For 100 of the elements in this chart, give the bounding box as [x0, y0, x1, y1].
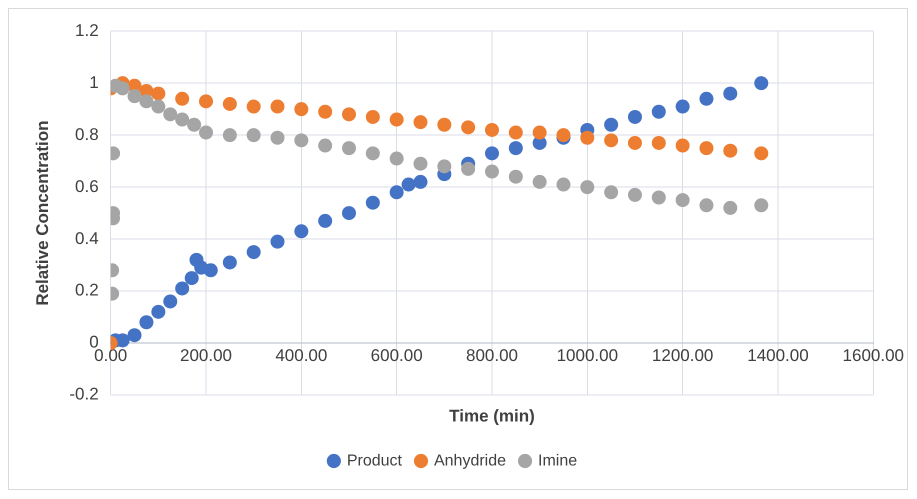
- point: [222, 96, 237, 111]
- point: [151, 304, 166, 319]
- point: [604, 133, 618, 148]
- point: [484, 122, 499, 137]
- point: [163, 107, 178, 122]
- x-tick-label: 1600.00: [842, 346, 904, 365]
- point: [222, 255, 237, 270]
- point: [484, 146, 499, 160]
- point: [723, 144, 738, 158]
- point: [390, 152, 404, 166]
- point: [699, 141, 714, 156]
- y-tick-label: -0.2: [69, 384, 99, 404]
- point: [366, 110, 380, 124]
- point: [175, 112, 190, 127]
- x-tick-label: 1400.00: [747, 346, 809, 365]
- point: [128, 328, 142, 342]
- point: [139, 315, 154, 330]
- x-axis-title: Time (min): [449, 406, 535, 426]
- point: [484, 164, 499, 179]
- point: [318, 138, 332, 153]
- point: [676, 193, 690, 208]
- point: [151, 100, 166, 114]
- point: [116, 81, 130, 96]
- point: [390, 112, 404, 127]
- point: [175, 281, 190, 296]
- point: [652, 136, 666, 150]
- x-tick-label: 800.00: [466, 346, 518, 365]
- x-tick-label: 600.00: [370, 346, 423, 365]
- point: [204, 263, 218, 278]
- point: [437, 159, 452, 174]
- point: [294, 224, 308, 238]
- point: [628, 110, 642, 124]
- point: [580, 130, 594, 145]
- point: [366, 196, 380, 210]
- y-tick-label: 0.8: [75, 124, 99, 144]
- legend-label: Product: [346, 452, 403, 470]
- point: [628, 136, 642, 150]
- point: [532, 126, 547, 140]
- legend-label: Anhydride: [434, 452, 506, 470]
- point: [754, 198, 768, 212]
- point: [246, 245, 261, 260]
- point: [508, 141, 523, 156]
- y-axis-title: Relative Concentration: [32, 120, 52, 306]
- point: [604, 185, 618, 200]
- point: [270, 100, 285, 114]
- point: [676, 138, 690, 153]
- point: [461, 162, 476, 176]
- x-tick-label: 1000.00: [556, 346, 618, 365]
- point: [151, 86, 166, 101]
- point: [342, 141, 356, 156]
- point: [246, 100, 261, 114]
- y-tick-label: 0.2: [75, 280, 99, 300]
- point: [163, 294, 178, 308]
- point: [366, 146, 380, 160]
- point: [270, 130, 285, 145]
- point: [342, 206, 356, 220]
- point: [604, 118, 618, 132]
- point: [723, 200, 738, 215]
- point: [318, 104, 332, 119]
- point: [556, 128, 570, 142]
- y-tick-label: 1.2: [75, 20, 99, 40]
- point: [628, 188, 642, 202]
- x-tick-label: 400.00: [275, 346, 328, 365]
- point: [699, 198, 714, 212]
- legend-label: Imine: [538, 452, 578, 470]
- point: [199, 126, 214, 140]
- point: [723, 86, 738, 101]
- point: [556, 178, 570, 192]
- point: [270, 234, 285, 249]
- y-tick-label: 1: [89, 72, 99, 92]
- point: [222, 128, 237, 142]
- x-tick-label: 1200.00: [652, 346, 714, 365]
- point: [699, 92, 714, 106]
- point: [390, 185, 404, 200]
- point: [294, 102, 308, 116]
- point: [187, 118, 202, 132]
- point: [508, 170, 523, 184]
- point: [508, 126, 523, 140]
- point: [580, 180, 594, 194]
- point: [532, 174, 547, 189]
- point: [175, 92, 190, 106]
- point: [139, 94, 154, 108]
- point: [128, 89, 142, 104]
- point: [199, 94, 214, 108]
- point: [676, 100, 690, 114]
- y-tick-label: 0.4: [75, 228, 99, 248]
- point: [437, 118, 452, 132]
- point: [402, 178, 416, 192]
- point: [342, 107, 356, 122]
- point: [652, 104, 666, 119]
- point: [413, 156, 428, 171]
- point: [754, 76, 768, 90]
- point: [184, 271, 199, 286]
- x-tick-label: 200.00: [180, 346, 232, 365]
- point: [413, 115, 428, 130]
- y-tick-label: 0.6: [75, 176, 99, 196]
- point: [461, 120, 476, 134]
- point: [294, 133, 308, 148]
- point: [652, 190, 666, 205]
- point: [318, 214, 332, 228]
